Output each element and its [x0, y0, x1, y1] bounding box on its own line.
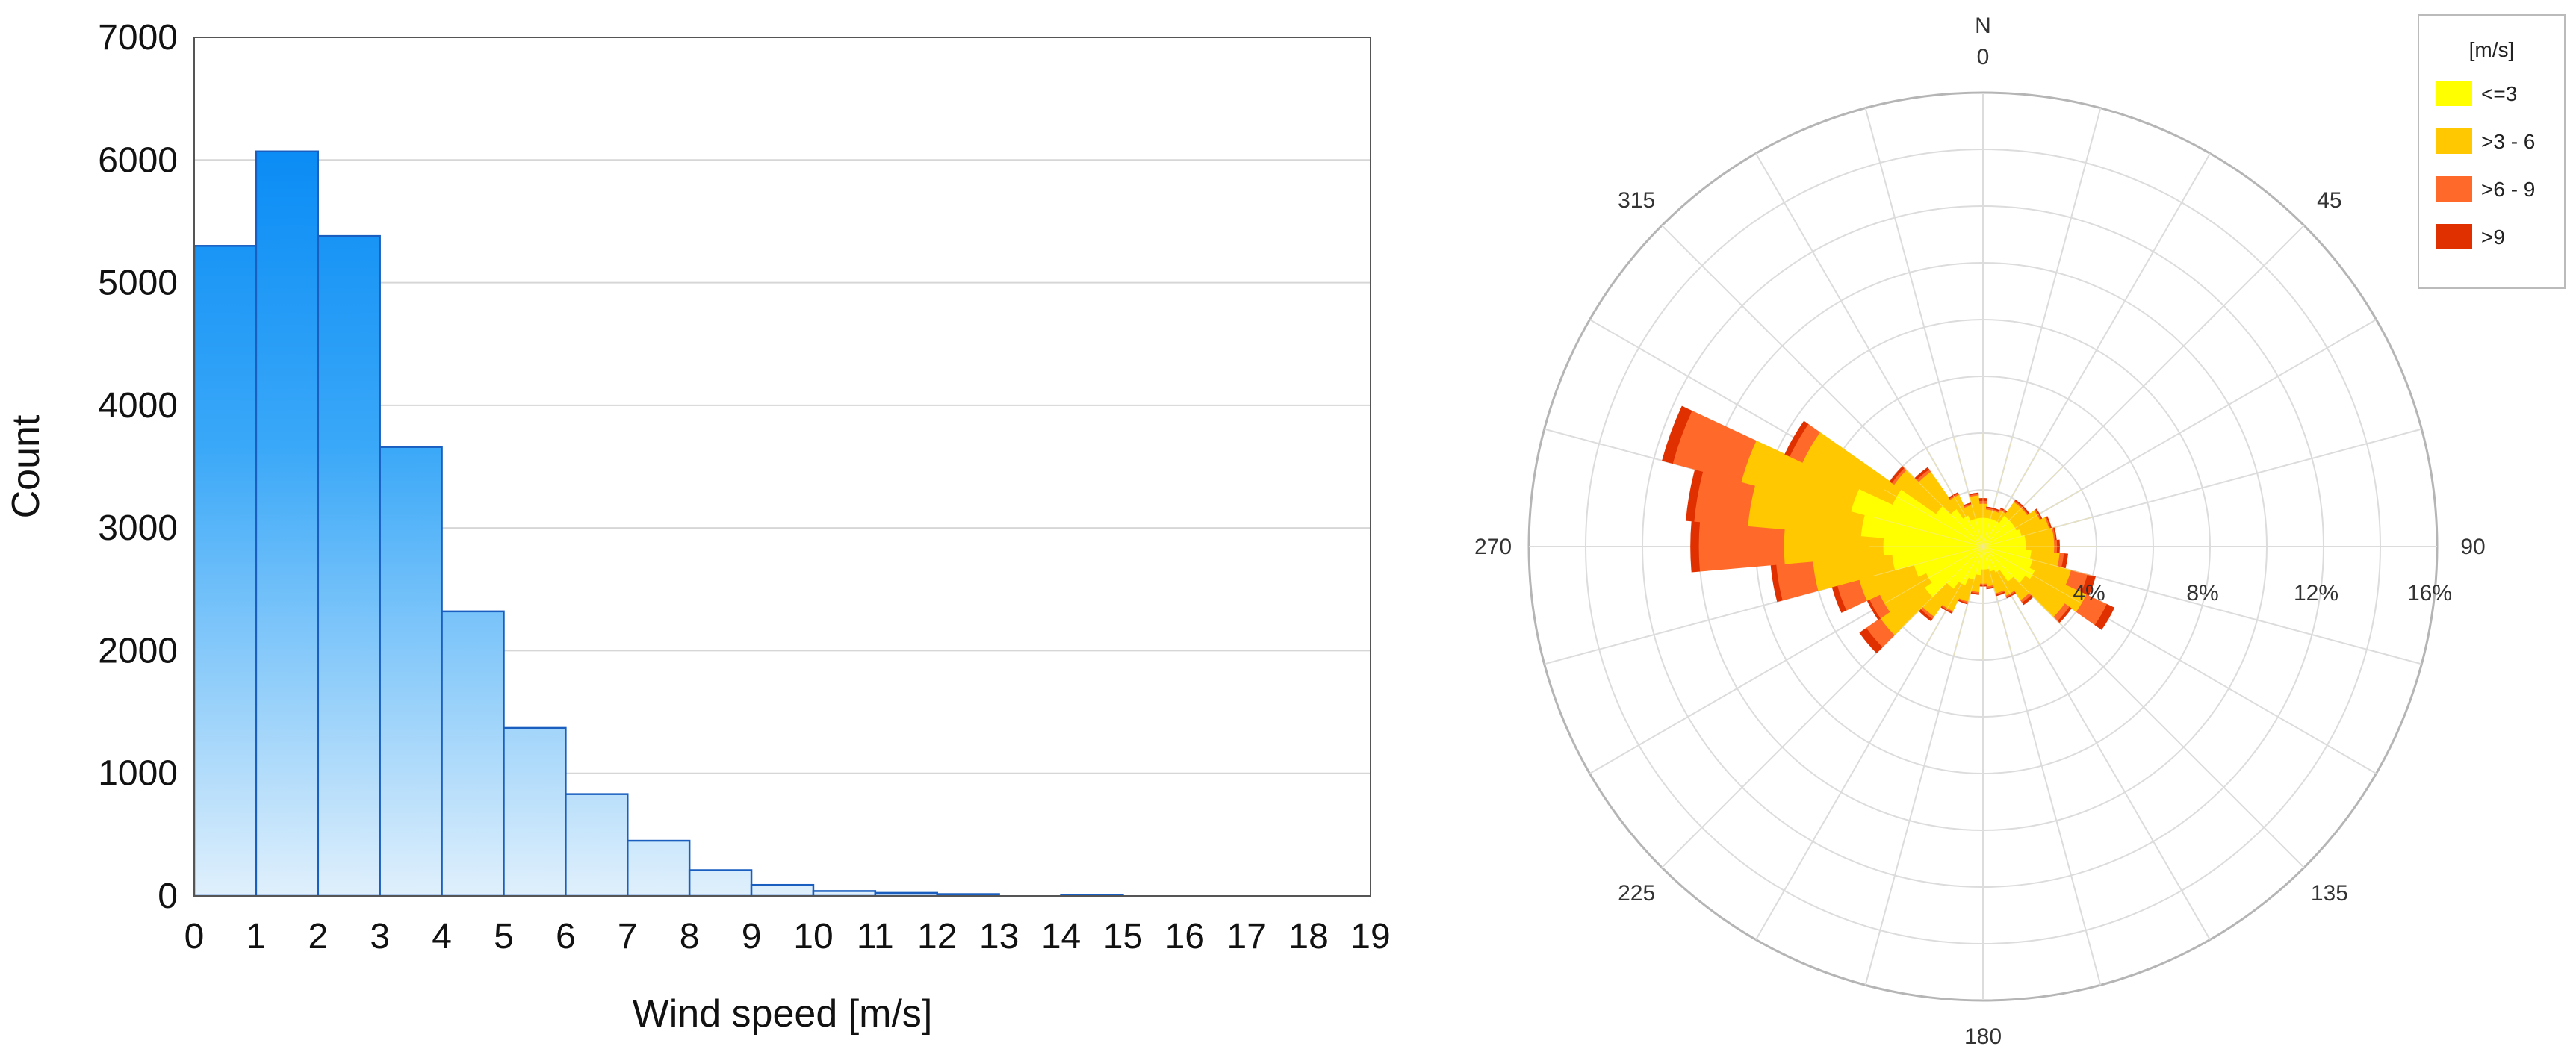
legend-label: >6 - 9 [2481, 178, 2535, 201]
histogram-x-tick-label: 8 [680, 917, 700, 956]
wind-rose-legend: [m/s] <=3 >3 - 6 >6 - 9 >9 [2418, 14, 2566, 289]
wind-rose-radial-label: 8% [2186, 581, 2218, 606]
wind-rose-direction-label: 0 [1977, 45, 1990, 69]
wind-rose-sector [1776, 561, 1819, 601]
histogram-x-tick-label: 3 [370, 917, 390, 956]
histogram-x-tick-label: 7 [618, 917, 638, 956]
wind-rose-inner-spoke [1953, 546, 1984, 656]
wind-rose-inner-spoke [1982, 466, 2064, 547]
histogram-bar [317, 234, 381, 897]
wind-rose-radial-labels: 4% 8% 12% 16% [2073, 581, 2452, 606]
wind-rose-inner-spoke [1982, 546, 2040, 645]
histogram-bar [379, 446, 443, 897]
wind-rose-inner-spoke [1953, 437, 1984, 547]
wind-rose-inner-spoke [1982, 437, 2013, 547]
wind-rose-north-label: N [1975, 13, 1991, 38]
wind-rose-inner-spoke [1884, 489, 1984, 547]
histogram-y-tick-label: 4000 [98, 386, 178, 426]
histogram-x-tick-label: 9 [742, 917, 762, 956]
wind-rose-inner-spoke [1982, 546, 2093, 576]
legend-label: >9 [2481, 225, 2505, 249]
wind-rose-sector [1698, 521, 1786, 572]
wind-rose-direction-labels: 0 45 90 135 180 225 270 315 [1474, 45, 2486, 1049]
legend-label: <=3 [2481, 82, 2517, 105]
wind-rose-direction-label: 225 [1618, 881, 1655, 906]
wind-rose-inner-spoke [1925, 546, 1984, 645]
wind-rose-direction-label: 180 [1964, 1024, 2002, 1049]
histogram-x-tick-label: 4 [432, 917, 452, 956]
histogram-x-tick-label: 12 [917, 917, 957, 956]
histogram-x-tick-label: 10 [793, 917, 833, 956]
histogram-bar [503, 726, 567, 897]
histogram-y-tick-label: 1000 [98, 754, 178, 794]
histogram-y-tick-label: 0 [158, 877, 178, 916]
legend-swatch [2436, 128, 2472, 154]
histogram-bars [193, 150, 1124, 897]
histogram-x-tick-label: 16 [1165, 917, 1205, 956]
histogram-y-tick-label: 3000 [98, 508, 178, 548]
legend-swatch [2436, 81, 2472, 106]
histogram-x-axis-label: Wind speed [m/s] [633, 992, 933, 1036]
wind-rose-inner-spoke [1982, 546, 2013, 656]
wind-rose-radial-label: 12% [2294, 581, 2338, 606]
histogram-bar [627, 839, 691, 897]
wind-rose-inner-spoke [1902, 466, 1984, 547]
wind-rose-sector [1690, 520, 1701, 573]
histogram-bar [193, 245, 258, 897]
wind-rose-sectors [1662, 405, 2115, 653]
histogram-bar [688, 869, 753, 897]
histogram-x-tick-label: 0 [184, 917, 205, 956]
wind-rose-inner-spoke [1902, 546, 1984, 627]
wind-rose-inner-spoke [1982, 448, 2040, 547]
histogram-x-tick-label: 18 [1288, 917, 1328, 956]
wind-rose-spokes [1869, 433, 2097, 660]
wind-rose-direction-label: 315 [1618, 188, 1655, 213]
wind-rose-radial-label: 16% [2407, 581, 2452, 606]
wind-rose-chart: 0 45 90 135 180 225 270 315 4% 8% 12% 16% N [1474, 13, 2486, 1049]
wind-rose-direction-label: 270 [1474, 535, 1512, 559]
histogram-x-tick-label: 11 [857, 917, 894, 956]
wind-rose-radial-label: 4% [2073, 581, 2105, 606]
histogram-y-axis-label: Count [4, 414, 48, 518]
histogram-x-tick-label: 19 [1350, 917, 1390, 956]
histogram-x-tick-label: 1 [246, 917, 267, 956]
histogram-bar [750, 883, 815, 897]
legend-swatch [2436, 176, 2472, 202]
legend-items: <=3 >3 - 6 >6 - 9 >9 [2436, 81, 2535, 249]
histogram-x-tick-labels: 0 1 2 3 4 5 6 7 8 9 10 11 12 13 14 15 16 17 18 19 [184, 917, 1391, 956]
legend-label: >3 - 6 [2481, 130, 2535, 153]
wind-rose-inner-spoke [1873, 546, 1984, 576]
wind-rose-direction-label: 90 [2460, 535, 2485, 559]
legend-swatch [2436, 224, 2472, 249]
wind-rose-inner-spoke [1873, 517, 1984, 547]
wind-rose-inner-spoke [1982, 517, 2093, 547]
histogram-bar [565, 793, 629, 897]
histogram-x-tick-label: 13 [979, 917, 1019, 956]
histogram-bar [255, 150, 320, 897]
histogram-x-tick-label: 5 [494, 917, 514, 956]
histogram-y-tick-label: 5000 [98, 264, 178, 303]
histogram-y-tick-label: 7000 [98, 18, 178, 57]
histogram-x-tick-label: 17 [1227, 917, 1267, 956]
wind-rose-inner-spoke [1925, 448, 1984, 547]
wind-rose-direction-label: 135 [2311, 881, 2348, 906]
histogram-y-tick-label: 6000 [98, 140, 178, 180]
histogram-x-tick-label: 14 [1041, 917, 1081, 956]
histogram-x-tick-label: 15 [1103, 917, 1143, 956]
wind-rose-inner-spoke [1982, 546, 2064, 627]
histogram-x-tick-label: 2 [308, 917, 328, 956]
histogram-y-tick-labels: 0 1000 2000 3000 4000 5000 6000 7000 [98, 18, 178, 916]
histogram-bar [441, 610, 505, 897]
wind-rose-direction-label: 45 [2317, 188, 2341, 213]
wind-rose-inner-spoke [1982, 546, 2082, 604]
wind-rose-inner-spoke [1884, 546, 1984, 604]
histogram-plot-frame [193, 37, 1371, 897]
histogram-x-tick-label: 6 [556, 917, 576, 956]
wind-rose-inner-spoke [1982, 489, 2082, 547]
legend-title: [m/s] [2469, 38, 2515, 61]
histogram-y-tick-label: 2000 [98, 631, 178, 670]
